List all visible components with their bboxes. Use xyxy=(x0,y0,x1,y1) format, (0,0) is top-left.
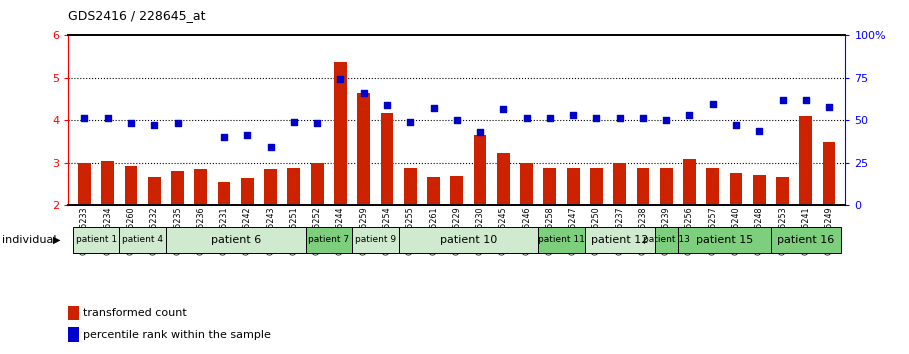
Point xyxy=(635,115,650,121)
Bar xyxy=(590,168,603,205)
Bar xyxy=(119,227,166,253)
Bar xyxy=(450,176,464,205)
Bar xyxy=(195,169,207,205)
Bar xyxy=(823,142,835,205)
Bar xyxy=(654,227,678,253)
Text: ▶: ▶ xyxy=(53,235,60,245)
Point xyxy=(682,113,696,118)
Bar xyxy=(474,135,486,205)
Text: patient 9: patient 9 xyxy=(355,235,396,244)
Text: patient 10: patient 10 xyxy=(440,235,497,245)
Point xyxy=(659,118,674,123)
Text: individual: individual xyxy=(2,235,56,245)
Bar xyxy=(404,168,416,205)
Text: patient 13: patient 13 xyxy=(643,235,690,244)
Point xyxy=(589,115,604,121)
Point xyxy=(286,120,301,125)
Bar xyxy=(381,113,394,205)
Bar xyxy=(683,159,696,205)
Point xyxy=(613,115,627,121)
Bar xyxy=(584,227,654,253)
Bar xyxy=(427,177,440,205)
Point xyxy=(240,132,255,138)
Bar xyxy=(544,168,556,205)
Bar xyxy=(352,227,399,253)
Point xyxy=(752,128,766,134)
Point xyxy=(170,120,185,126)
Point xyxy=(217,134,232,139)
Bar xyxy=(614,163,626,205)
Bar xyxy=(101,161,115,205)
Bar xyxy=(730,173,743,205)
Bar xyxy=(497,154,510,205)
Bar xyxy=(706,168,719,205)
Bar xyxy=(125,166,137,205)
Point xyxy=(334,76,348,82)
Bar xyxy=(636,168,649,205)
Point xyxy=(565,113,580,118)
Bar xyxy=(78,163,91,205)
Point xyxy=(496,106,511,112)
Text: GDS2416 / 228645_at: GDS2416 / 228645_at xyxy=(68,9,205,22)
Point xyxy=(403,120,417,125)
Bar xyxy=(171,171,184,205)
Text: patient 16: patient 16 xyxy=(777,235,834,245)
Bar xyxy=(776,177,789,205)
Point xyxy=(729,122,744,127)
Point xyxy=(356,90,371,96)
Bar xyxy=(520,163,533,205)
Point xyxy=(77,115,92,121)
Point xyxy=(124,120,138,126)
Bar xyxy=(311,163,324,205)
Point xyxy=(449,118,464,123)
Bar xyxy=(73,227,119,253)
Text: patient 4: patient 4 xyxy=(122,235,163,244)
Bar xyxy=(287,169,300,205)
Bar xyxy=(753,175,765,205)
Point xyxy=(473,130,487,135)
Bar xyxy=(538,227,584,253)
Point xyxy=(798,98,813,103)
Text: patient 11: patient 11 xyxy=(538,235,584,244)
Bar xyxy=(305,227,352,253)
Point xyxy=(705,101,720,107)
Bar xyxy=(241,178,254,205)
Point xyxy=(426,105,441,110)
Bar xyxy=(357,93,370,205)
Bar xyxy=(148,177,161,205)
Text: patient 6: patient 6 xyxy=(211,235,261,245)
Bar xyxy=(334,62,347,205)
Bar xyxy=(771,227,841,253)
Bar xyxy=(799,116,813,205)
Point xyxy=(380,102,395,108)
Bar xyxy=(265,169,277,205)
Bar xyxy=(217,182,231,205)
Bar xyxy=(566,168,580,205)
Bar xyxy=(660,168,673,205)
Point xyxy=(264,144,278,149)
Point xyxy=(310,120,325,126)
Point xyxy=(519,115,534,121)
Bar xyxy=(166,227,305,253)
Bar xyxy=(399,227,538,253)
Bar xyxy=(678,227,771,253)
Text: patient 15: patient 15 xyxy=(695,235,753,245)
Point xyxy=(147,122,162,128)
Text: patient 7: patient 7 xyxy=(308,235,349,244)
Point xyxy=(822,104,836,110)
Text: patient 1: patient 1 xyxy=(75,235,116,244)
Point xyxy=(101,115,115,121)
Text: percentile rank within the sample: percentile rank within the sample xyxy=(83,330,271,339)
Point xyxy=(543,115,557,121)
Text: transformed count: transformed count xyxy=(83,308,186,318)
Text: patient 12: patient 12 xyxy=(591,235,648,245)
Point xyxy=(775,98,790,103)
